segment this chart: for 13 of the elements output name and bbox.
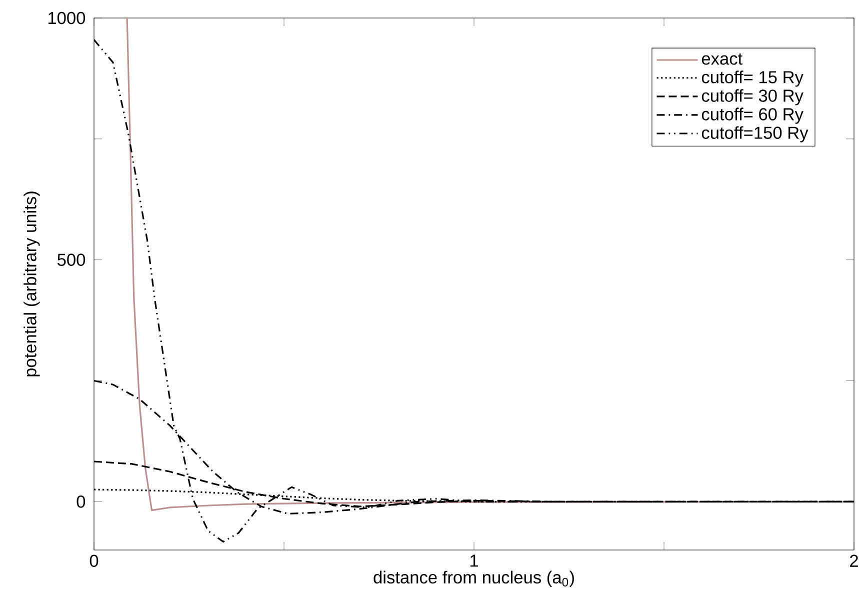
y-tick-label: 0 (76, 495, 86, 508)
x-tick-label: 2 (850, 554, 858, 567)
legend-label: cutoff= 15 Ry (702, 70, 804, 87)
legend-label: cutoff= 60 Ry (702, 108, 804, 124)
legend-label: exact (702, 53, 742, 65)
legend-label: cutoff=150 Ry (702, 126, 808, 142)
y-tick-label: 1000 (48, 12, 86, 24)
x-tick-label: 1 (470, 554, 478, 567)
x-tick-label: 0 (90, 554, 98, 567)
x-axis-title: distance from nucleus (a$_{0}$) (374, 570, 574, 587)
legend-label: cutoff= 30 Ry (702, 89, 804, 106)
y-tick-label: 500 (58, 254, 86, 266)
y-axis-title: potential (arbitrary units) (24, 192, 40, 376)
